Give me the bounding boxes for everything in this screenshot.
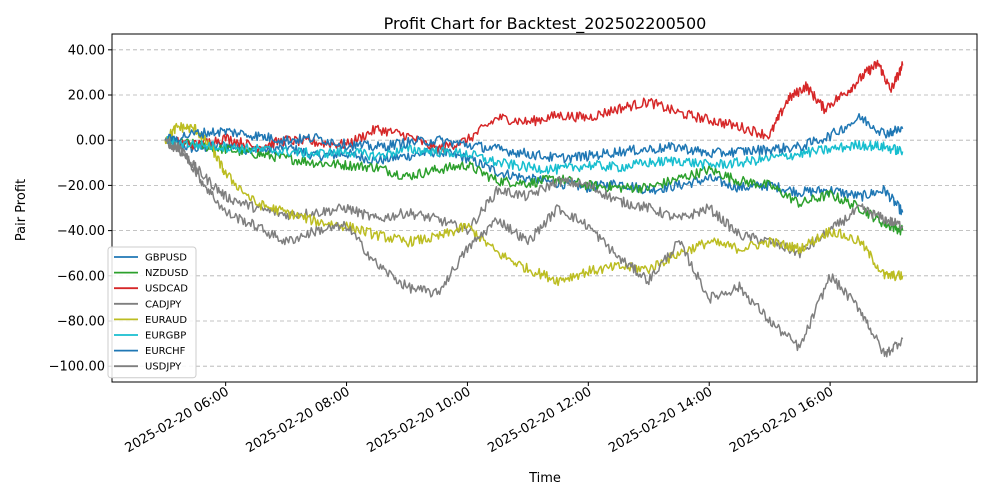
series-line-usdcad: [164, 59, 904, 155]
y-tick-label: 40.00: [68, 43, 105, 58]
series-line-cadjpy: [164, 137, 904, 259]
y-axis-ticks: 40.00 20.00 0.00 −20.00 −40.00 −60.00 −80.00 −1…: [49, 43, 112, 375]
y-tick-label: 0.00: [76, 134, 105, 149]
legend-label: CADJPY: [145, 299, 182, 310]
y-tick-label: −100.00: [49, 360, 105, 375]
series-line-gbpusd: [164, 135, 904, 216]
series-line-eurgbp: [165, 135, 904, 175]
legend-label: USDCAD: [145, 284, 188, 295]
chart-title: Profit Chart for Backtest_202502200500: [384, 14, 707, 34]
y-tick-label: 20.00: [68, 89, 105, 104]
series-line-euraud: [164, 122, 904, 287]
legend-box: [107, 246, 197, 379]
legend-label: EURAUD: [145, 315, 187, 326]
y-tick-label: −20.00: [57, 179, 105, 194]
series-line-eurchf: [164, 113, 904, 164]
legend-label: NZDUSD: [145, 268, 189, 279]
plot-frame: [111, 33, 978, 383]
legend-label: EURCHF: [145, 346, 186, 357]
y-tick-label: −80.00: [57, 314, 105, 329]
y-tick-label: −60.00: [57, 269, 105, 284]
legend-label: GBPUSD: [145, 253, 187, 264]
legend-label: EURGBP: [145, 331, 186, 342]
y-tick-label: −40.00: [57, 224, 105, 239]
y-axis-label: Pair Profit: [14, 179, 29, 241]
series-lines: [164, 59, 904, 358]
legend: GBPUSD NZDUSD USDCAD CADJPY EURAUD EURGBP EURC…: [107, 246, 197, 379]
x-axis-label: Time: [528, 471, 561, 486]
series-line-usdjpy: [164, 138, 904, 358]
series-line-nzdusd: [164, 135, 904, 236]
legend-label: USDJPY: [145, 362, 182, 373]
